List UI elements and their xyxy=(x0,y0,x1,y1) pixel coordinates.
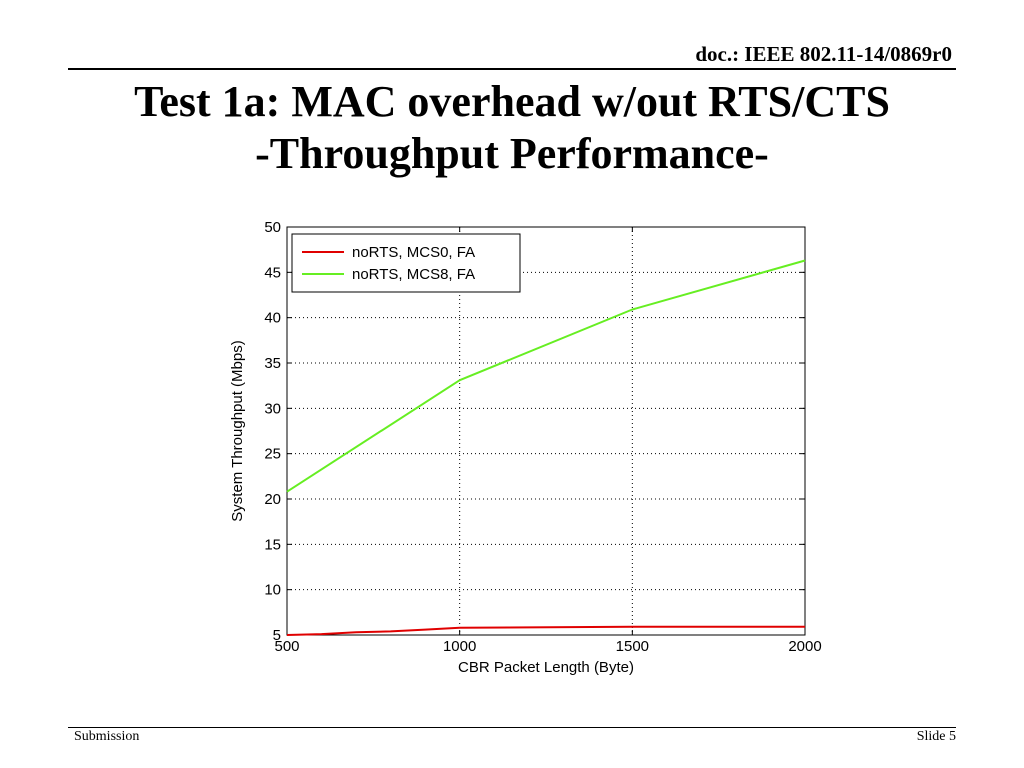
header-divider xyxy=(68,68,956,70)
footer-divider xyxy=(68,727,956,728)
footer-slide-number: Slide 5 xyxy=(916,729,956,744)
slide-title: Test 1a: MAC overhead w/out RTS/CTS -Thr… xyxy=(0,76,1024,180)
series-line-0 xyxy=(286,625,805,636)
plot-area xyxy=(287,227,805,635)
series-line-1 xyxy=(286,259,806,493)
legend-label-0: noRTS, MCS0, FA xyxy=(352,244,475,261)
legend-label-1: noRTS, MCS8, FA xyxy=(352,266,475,283)
chart-svg: 500 1000 1500 2000 5 10 15 20 25 30 35 40 45 50 CBR Pa… xyxy=(229,219,822,676)
y-tick-label: 25 xyxy=(264,446,281,463)
y-tick-label: 5 xyxy=(273,627,281,644)
x-tick-label: 1000 xyxy=(443,638,476,655)
x-tick-label: 1500 xyxy=(616,638,649,655)
y-tick-label: 45 xyxy=(264,264,281,281)
y-tick-label: 50 xyxy=(264,219,281,236)
document-id: doc.: IEEE 802.11-14/0869r0 xyxy=(695,42,952,66)
y-tick-label: 35 xyxy=(264,355,281,372)
y-tick-label: 10 xyxy=(264,582,281,599)
y-tick-label: 30 xyxy=(264,400,281,417)
x-tick-label: 500 xyxy=(274,638,299,655)
y-tick-label: 15 xyxy=(264,536,281,553)
footer-submission: Submission xyxy=(74,729,140,744)
y-tick-label: 20 xyxy=(264,491,281,508)
throughput-chart: 500 1000 1500 2000 5 10 15 20 25 30 35 40 45 50 CBR Pa… xyxy=(220,210,840,690)
x-axis-label: CBR Packet Length (Byte) xyxy=(458,659,634,676)
plot-frame xyxy=(286,226,806,636)
y-tick-label: 40 xyxy=(264,310,281,327)
slide-title-line-2: -Throughput Performance- xyxy=(255,129,769,178)
y-axis-label: System Throughput (Mbps) xyxy=(229,340,246,521)
slide-title-line-1: Test 1a: MAC overhead w/out RTS/CTS xyxy=(134,77,890,126)
x-tick-label: 2000 xyxy=(788,638,821,655)
legend-box xyxy=(291,233,521,293)
